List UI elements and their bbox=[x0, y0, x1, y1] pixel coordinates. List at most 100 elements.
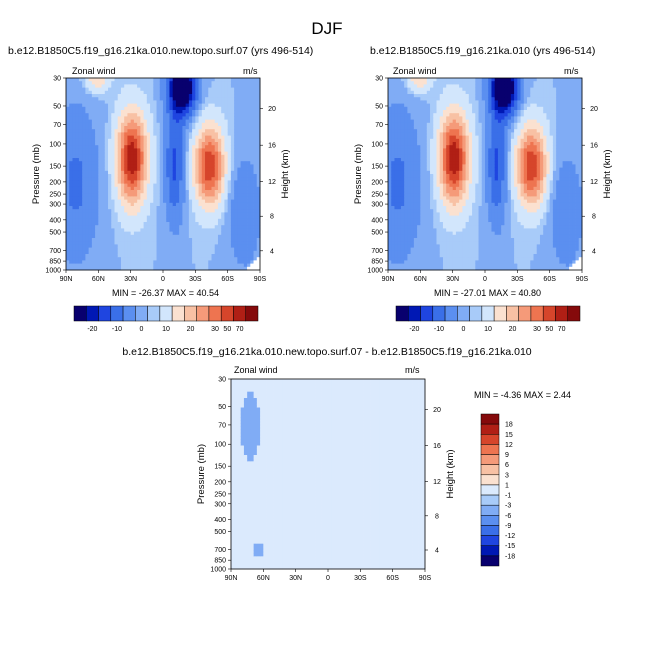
panel3-y2tick-label: 16 bbox=[433, 443, 441, 450]
panel3-y2tick-label: 20 bbox=[433, 407, 441, 414]
colorbar3-label: 9 bbox=[505, 452, 509, 459]
panel3-xtick-label: 0 bbox=[326, 575, 330, 582]
colorbar1-swatch bbox=[220, 305, 234, 322]
colorbar1-swatch bbox=[135, 305, 148, 322]
panel2-variable: Zonal wind bbox=[393, 66, 437, 76]
colorbar1-label: 0 bbox=[140, 326, 144, 333]
panel3-ytick-label: 500 bbox=[214, 529, 226, 536]
colorbar1-swatch bbox=[208, 305, 222, 322]
colorbar3-label: 15 bbox=[505, 432, 513, 439]
panel2-units: m/s bbox=[564, 66, 579, 76]
panel3-y2tick-label: 12 bbox=[433, 479, 441, 486]
panel2-y2tick-label: 12 bbox=[590, 179, 598, 186]
panel3-xtick-label: 30S bbox=[354, 575, 367, 582]
colorbar2-label: 30 bbox=[533, 326, 541, 333]
colorbar1-swatch bbox=[196, 305, 210, 322]
panel2-ytick-label: 250 bbox=[371, 192, 383, 199]
panel3-xtick-label: 90S bbox=[419, 575, 432, 582]
panel1-ytick-label: 50 bbox=[53, 103, 61, 110]
colorbar1-swatch bbox=[233, 305, 246, 322]
colorbar2-swatch bbox=[518, 305, 532, 322]
colorbar2-label: 10 bbox=[484, 326, 492, 333]
colorbar2-label: -10 bbox=[434, 326, 444, 333]
panel2-ylabel: Pressure (mb) bbox=[353, 144, 364, 204]
colorbar3-swatch bbox=[480, 423, 500, 435]
panel1-ytick-label: 250 bbox=[49, 192, 61, 199]
colorbar2-swatch bbox=[444, 305, 458, 322]
panel2-ytick-label: 200 bbox=[371, 179, 383, 186]
panel2-stats: MIN = -27.01 MAX = 40.80 bbox=[434, 288, 542, 298]
panel3-ytick-label: 400 bbox=[214, 517, 226, 524]
colorbar1-label: 30 bbox=[211, 326, 219, 333]
panel3-xtick-label: 60N bbox=[257, 575, 270, 582]
panel3-field bbox=[231, 379, 426, 570]
colorbar2-swatch bbox=[481, 305, 495, 322]
panel3-ylabel: Pressure (mb) bbox=[196, 444, 207, 504]
panel3-y2tick-label: 4 bbox=[435, 548, 439, 555]
panel1-ytick-label: 850 bbox=[49, 259, 61, 266]
colorbar3-swatch bbox=[480, 545, 500, 557]
panel3-ytick-label: 150 bbox=[214, 464, 226, 471]
panel2-ytick-label: 70 bbox=[375, 122, 383, 129]
colorbar2-label: 70 bbox=[558, 326, 566, 333]
panel3-units: m/s bbox=[405, 365, 420, 375]
colorbar2-swatch bbox=[530, 305, 544, 322]
panel2-ytick-label: 150 bbox=[371, 164, 383, 171]
panel1-ytick-label: 100 bbox=[49, 141, 61, 148]
panel2-ytick-label: 400 bbox=[371, 217, 383, 224]
panel3-ytick-label: 1000 bbox=[210, 567, 226, 574]
colorbar3-label: -18 bbox=[505, 553, 515, 560]
panel2-ytick-label: 700 bbox=[371, 248, 383, 255]
panel3-xtick-label: 60S bbox=[386, 575, 399, 582]
colorbar3-label: -12 bbox=[505, 533, 515, 540]
panel3-y2tick-label: 8 bbox=[435, 513, 439, 520]
panel2-xtick-label: 90N bbox=[382, 276, 395, 283]
panel1-ytick-label: 30 bbox=[53, 76, 61, 83]
panel2-y2tick-label: 20 bbox=[590, 106, 598, 113]
panel1-ytick-label: 300 bbox=[49, 202, 61, 209]
colorbar2-swatch bbox=[408, 305, 421, 322]
colorbar3-swatch bbox=[480, 494, 500, 506]
colorbar3-swatch bbox=[480, 413, 500, 425]
colorbar1-label: 50 bbox=[223, 326, 231, 333]
panel1-xtick-label: 60S bbox=[221, 276, 234, 283]
panel1-ytick-label: 1000 bbox=[45, 268, 61, 275]
colorbar3-swatch bbox=[480, 464, 500, 476]
panel3-variable: Zonal wind bbox=[234, 365, 278, 375]
panel2-ytick-label: 100 bbox=[371, 141, 383, 148]
colorbar1-label: 70 bbox=[236, 326, 244, 333]
panel2-xtick-label: 60S bbox=[543, 276, 556, 283]
colorbar1-swatch bbox=[73, 305, 87, 322]
colorbar3-swatch bbox=[480, 515, 500, 526]
panel3-title: b.e12.B1850C5.f19_g16.21ka.010.new.topo.… bbox=[122, 346, 532, 358]
panel1-variable: Zonal wind bbox=[72, 66, 116, 76]
panel1-xtick-label: 90S bbox=[254, 276, 267, 283]
colorbar2-swatch bbox=[542, 305, 556, 322]
panel1-ytick-label: 200 bbox=[49, 179, 61, 186]
panel1-ytick-label: 500 bbox=[49, 230, 61, 237]
panel1-ytick-label: 400 bbox=[49, 217, 61, 224]
colorbar1-swatch bbox=[122, 305, 136, 322]
panel1-y2tick-label: 4 bbox=[270, 248, 274, 255]
colorbar2-swatch bbox=[420, 305, 434, 322]
panel2-ytick-label: 1000 bbox=[367, 268, 383, 275]
colorbar3-label: -15 bbox=[505, 543, 515, 550]
colorbar2-label: 50 bbox=[545, 326, 553, 333]
panel2-y2tick-label: 8 bbox=[592, 214, 596, 221]
colorbar3-label: 12 bbox=[505, 442, 513, 449]
panel3-ytick-label: 300 bbox=[214, 501, 226, 508]
colorbar2-swatch bbox=[493, 305, 507, 322]
colorbar3-swatch bbox=[480, 504, 500, 516]
colorbar1-swatch bbox=[86, 305, 99, 322]
colorbar3-swatch bbox=[480, 484, 500, 496]
panel3-ytick-label: 100 bbox=[214, 442, 226, 449]
panel1-stats: MIN = -26.37 MAX = 40.54 bbox=[112, 288, 220, 298]
colorbar1-swatch bbox=[110, 305, 124, 322]
panel1-ytick-label: 70 bbox=[53, 122, 61, 129]
panel3-ytick-label: 50 bbox=[218, 404, 226, 411]
panel2-y2tick-label: 4 bbox=[592, 248, 596, 255]
colorbar3-swatch bbox=[480, 535, 500, 546]
colorbar3-label: 18 bbox=[505, 422, 513, 429]
panel2-ytick-label: 300 bbox=[371, 202, 383, 209]
panel2-field bbox=[388, 78, 583, 271]
